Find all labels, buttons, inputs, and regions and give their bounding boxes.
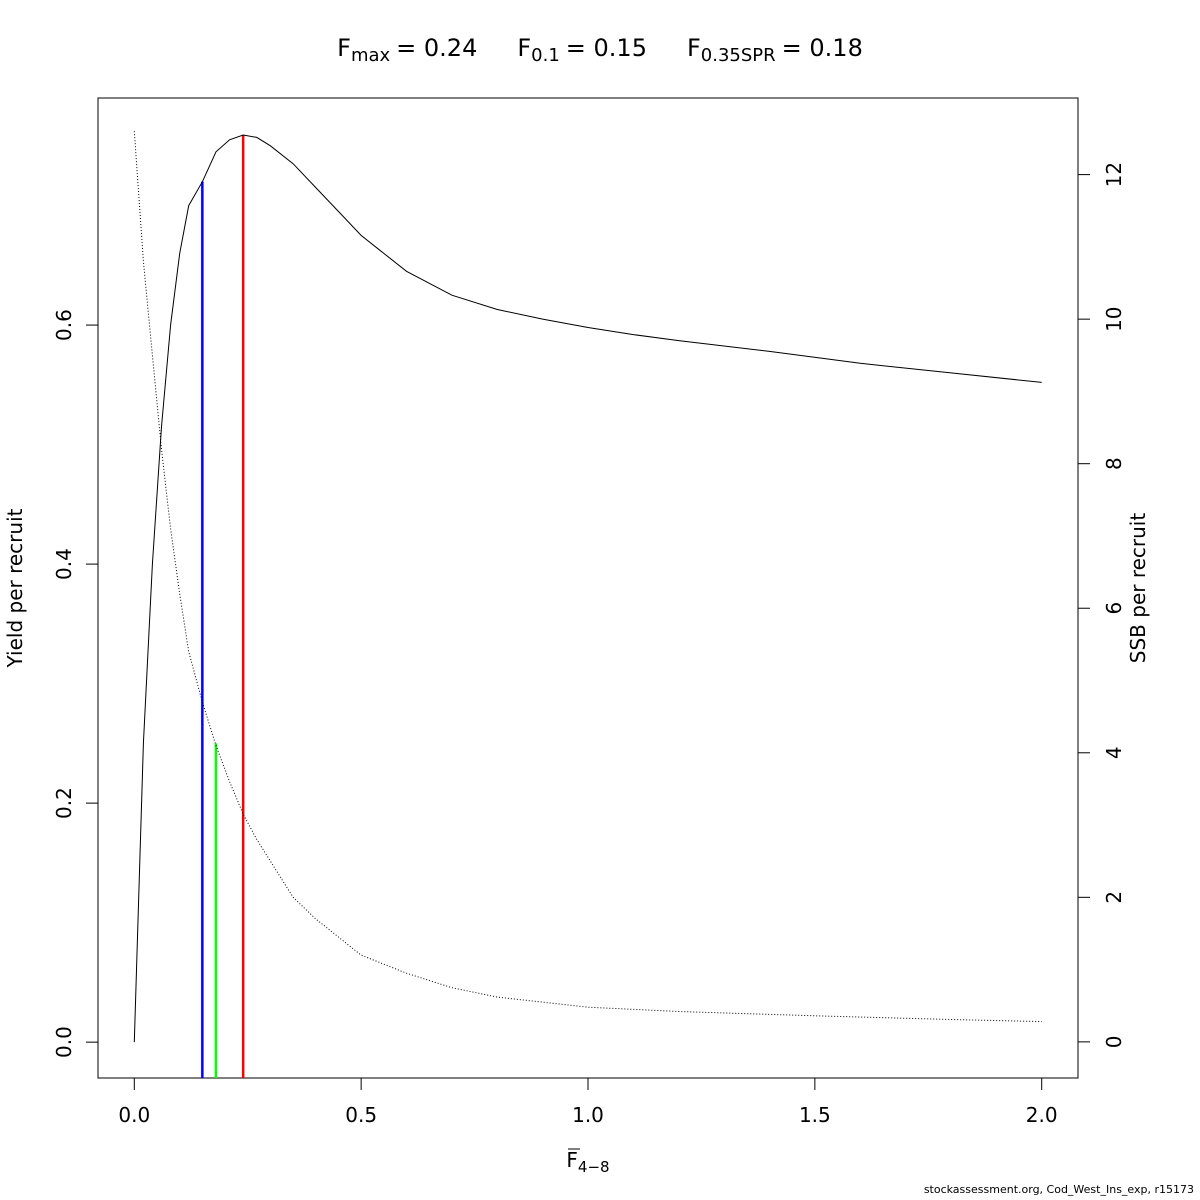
x-axis: 0.0 0.5 1.0 1.5 2.0: [118, 1078, 1058, 1127]
y-left-tick-label: 0.6: [52, 309, 76, 341]
y-axis-right: 0 2 4 6 8 10 12: [1078, 162, 1126, 1048]
title-fspr-label: F: [687, 34, 701, 62]
y-axis-right-label: SSB per recruit: [1126, 513, 1150, 664]
title-fmax-label: F: [337, 34, 351, 62]
y-right-tick-label: 8: [1102, 457, 1126, 470]
plot-frame: [97, 97, 1079, 1079]
title-f01-label: F: [517, 34, 531, 62]
title-fspr-value: = 0.18: [782, 34, 863, 62]
y-left-tick-label: 0.4: [52, 548, 76, 580]
y-left-tick-label: 0.2: [52, 787, 76, 819]
ssb-per-recruit-line: [133, 131, 1042, 1023]
y-right-tick-label: 10: [1102, 306, 1126, 331]
title-fmax-value: = 0.24: [396, 34, 477, 62]
title-fmax-sub: max: [351, 45, 391, 66]
y-right-tick-label: 12: [1102, 162, 1126, 187]
y-axis-left: 0.0 0.2 0.4 0.6: [52, 309, 98, 1058]
series-group: [133, 131, 1042, 1043]
chart-title: Fmax = 0.24 F0.1 = 0.15 F0.35SPR = 0.18: [337, 34, 863, 66]
y-right-tick-label: 0: [1102, 1036, 1126, 1049]
x-axis-label-sub: 4−8: [578, 1158, 610, 1176]
title-fspr-sub: 0.35SPR: [701, 45, 776, 66]
reference-lines: [201, 135, 245, 1078]
y-right-tick-label: 4: [1102, 746, 1126, 759]
credit-footer: stockassessment.org, Cod_West_Ins_exp, r…: [923, 1183, 1194, 1196]
x-tick-label: 1.5: [799, 1103, 831, 1127]
yield-per-recruit-line: [133, 134, 1042, 1043]
x-tick-label: 1.0: [572, 1103, 604, 1127]
x-axis-label-main: F: [566, 1148, 578, 1172]
x-tick-label: 0.5: [345, 1103, 377, 1127]
y-right-tick-label: 2: [1102, 891, 1126, 904]
title-f01-sub: 0.1: [531, 45, 560, 66]
y-left-tick-label: 0.0: [52, 1026, 76, 1058]
y-right-tick-label: 6: [1102, 602, 1126, 615]
x-axis-label: F4−8: [566, 1148, 609, 1176]
x-tick-label: 0.0: [118, 1103, 150, 1127]
x-tick-label: 2.0: [1026, 1103, 1058, 1127]
y-axis-left-label: Yield per recruit: [3, 508, 27, 668]
title-f01-value: = 0.15: [566, 34, 647, 62]
